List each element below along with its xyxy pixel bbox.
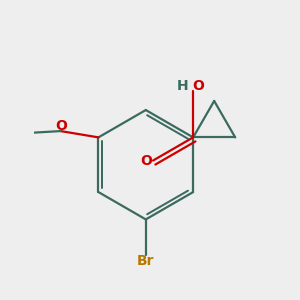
Text: H: H: [177, 79, 188, 93]
Text: O: O: [193, 79, 204, 93]
Text: O: O: [56, 119, 68, 133]
Text: Br: Br: [137, 254, 154, 268]
Text: O: O: [140, 154, 152, 167]
